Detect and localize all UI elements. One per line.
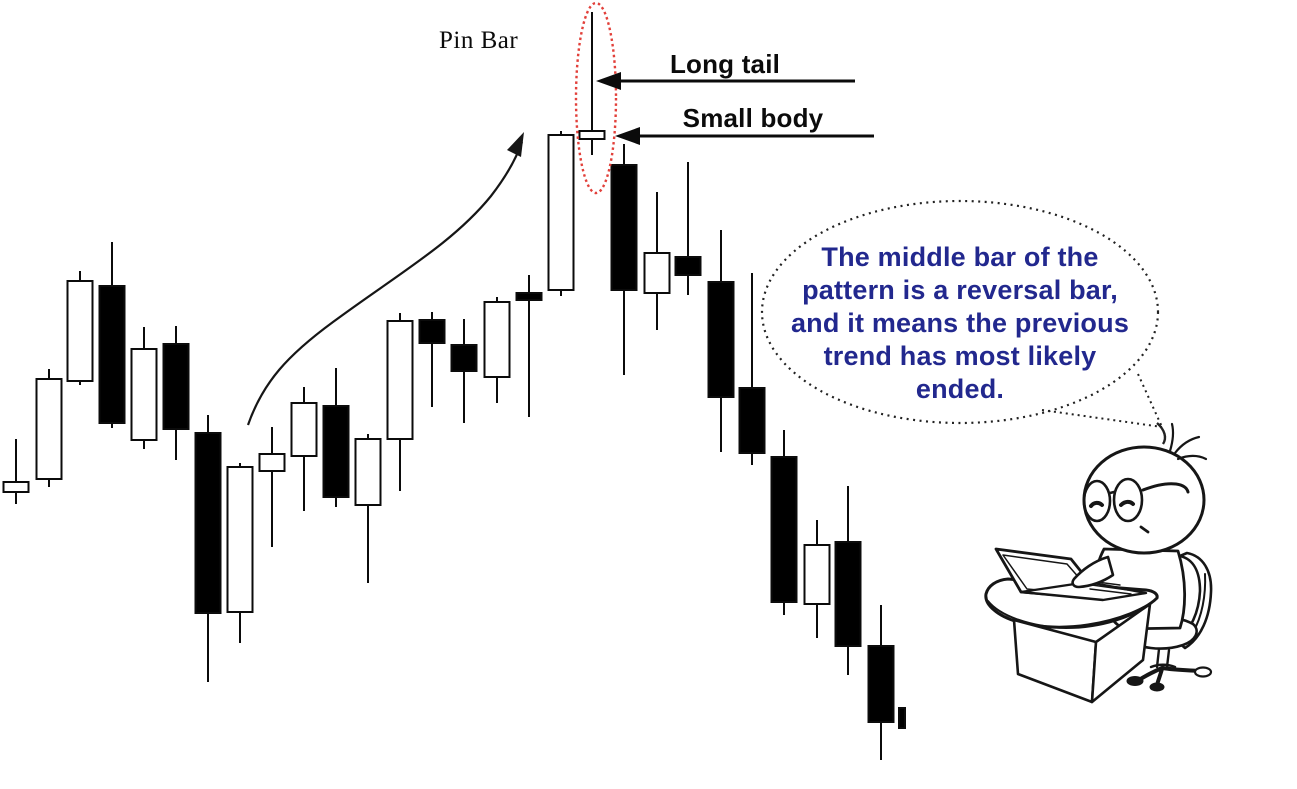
chair-wheel-icon	[1149, 682, 1165, 692]
candle-body	[66, 280, 94, 382]
speech-bubble-tail-flick	[1156, 422, 1167, 445]
speech-bubble-outline	[760, 199, 1160, 425]
laptop-base	[1019, 580, 1148, 602]
candle-body	[226, 466, 254, 613]
candle-body	[290, 402, 318, 457]
candle-body	[643, 252, 671, 294]
cartoon-figure	[984, 422, 1213, 704]
candle-body	[258, 453, 286, 472]
uptrend-arrow-shaft	[246, 141, 524, 426]
candle-body	[2, 481, 30, 493]
desk-top-edge	[987, 600, 1155, 629]
desk-front-panel	[1012, 618, 1098, 704]
candle-body	[162, 343, 190, 430]
person-head	[1082, 445, 1206, 555]
candle-body	[547, 134, 575, 291]
small-body-label: Small body	[682, 103, 824, 133]
candlestick-chart	[2, 12, 906, 760]
candle-body	[770, 456, 798, 603]
candle-body	[450, 344, 478, 372]
candle-body	[194, 432, 222, 614]
candle-body	[354, 438, 382, 506]
price-tick	[898, 707, 906, 729]
chair-wheel-icon	[1193, 666, 1213, 678]
speech-bubble	[760, 199, 1167, 445]
uptrend-arrowhead-icon	[507, 132, 524, 157]
candle-body	[418, 319, 446, 344]
glasses-icon	[1082, 477, 1144, 523]
speech-bubble-text: The middle bar of the pattern is a rever…	[745, 241, 1175, 406]
candle-body	[515, 292, 543, 301]
person-mouth	[1139, 525, 1150, 534]
candle-body	[867, 645, 895, 723]
pin-bar-candle	[578, 130, 606, 140]
chair-post	[1149, 647, 1177, 669]
bubble-line: pattern is a reversal bar,	[802, 275, 1118, 305]
bubble-line: and it means the previous	[790, 308, 1130, 338]
bubble-line: ended.	[915, 374, 1005, 404]
chair-legs	[1137, 666, 1201, 687]
person-eyes	[1089, 499, 1135, 508]
person-arm	[1071, 555, 1115, 589]
long-tail-arrow	[596, 72, 855, 90]
desk-side-panel	[1090, 602, 1152, 704]
pin-bar-highlight-ellipse	[574, 1, 618, 195]
long-tail-label: Long tail	[669, 49, 781, 79]
chair-wheel-icon	[1126, 676, 1144, 686]
bubble-line: trend has most likely	[823, 341, 1097, 371]
uptrend-arrow	[246, 132, 524, 426]
candle-body	[674, 256, 702, 276]
candle-body	[322, 405, 350, 498]
small-body-arrow	[615, 127, 874, 145]
long-tail-arrowhead-icon	[596, 72, 621, 90]
candle-body	[803, 544, 831, 605]
person-hair	[1168, 422, 1208, 461]
candle-body	[35, 378, 63, 480]
candle-body	[834, 541, 862, 647]
candle-body	[707, 281, 735, 398]
small-body-arrowhead-icon	[615, 127, 640, 145]
candle-body	[130, 348, 158, 441]
bubble-line: The middle bar of the	[821, 242, 1099, 272]
person-eyebrow	[1141, 482, 1190, 494]
candle-body	[386, 320, 414, 440]
pin-bar-label: Pin Bar	[439, 27, 519, 54]
speech-bubble-tail	[1041, 373, 1163, 428]
candle-body	[610, 164, 638, 291]
candle-body	[738, 387, 766, 454]
candle-body	[483, 301, 511, 378]
candle-body	[98, 285, 126, 424]
